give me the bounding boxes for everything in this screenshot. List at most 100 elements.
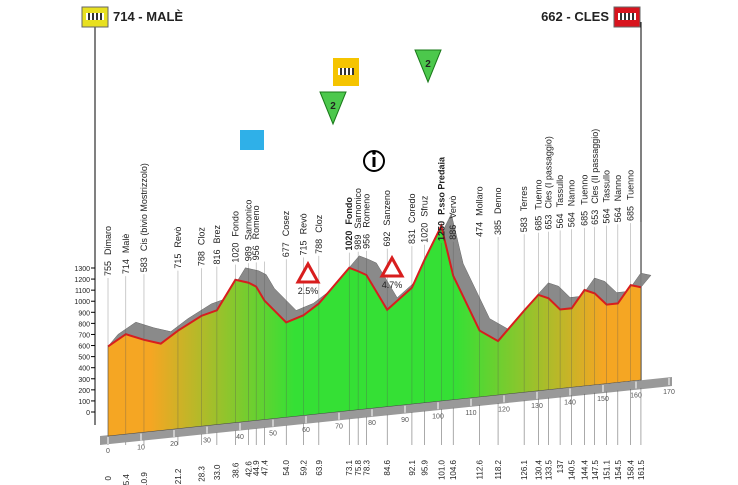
gpm-category: 2 <box>330 101 336 112</box>
sprint-sign <box>240 130 264 150</box>
waypoint-alt: 385 <box>493 220 503 235</box>
waypoint-km: 130.4 <box>534 459 543 480</box>
waypoint-alt: 653 <box>544 215 554 230</box>
waypoint-alt: 831 <box>407 229 417 244</box>
waypoint-alt: 583 <box>139 257 149 272</box>
waypoint-km: 144.4 <box>581 459 590 480</box>
x-tick-label: 170 <box>663 389 675 396</box>
waypoint-name: Cloz <box>314 214 324 233</box>
waypoint-km: 21.2 <box>174 468 183 484</box>
waypoint-label: 385 Denno <box>493 187 503 235</box>
waypoint-km: 59.2 <box>299 459 308 475</box>
waypoint-name: Cles (I passaggio) <box>544 136 554 209</box>
waypoint-name: Mollaro <box>475 186 485 216</box>
waypoint-alt: 1020 <box>344 231 354 251</box>
waypoint-alt: 886 <box>448 225 458 240</box>
waypoint-alt: 564 <box>613 207 623 222</box>
waypoint-name: Romeno <box>251 205 261 239</box>
waypoint-km: 10.9 <box>140 472 149 485</box>
start-flag-stripes <box>86 13 104 20</box>
x-tick-label: 100 <box>432 413 444 420</box>
waypoint-name: Denno <box>493 187 503 214</box>
waypoint-label: 564 Nanno <box>567 180 577 228</box>
gpm-category: 2 <box>425 59 431 70</box>
waypoint-label: 1250 P.sso Predaia <box>436 156 446 241</box>
waypoint-km: 84.6 <box>383 459 392 475</box>
waypoint-label: 886 Vervò <box>448 196 458 240</box>
waypoint-alt: 677 <box>281 242 291 257</box>
waypoint-name: Tuenno <box>533 180 543 210</box>
waypoint-alt: 989 <box>244 246 254 261</box>
waypoint-label: 583 Terres <box>519 186 529 233</box>
waypoint-name: Tuenno <box>626 170 636 200</box>
waypoint-label: 685 Tuenno <box>533 180 543 231</box>
waypoint-label: 653 Cles (II passaggio) <box>590 129 600 225</box>
waypoint-name: P.sso Predaia <box>436 156 446 215</box>
waypoint-km: 78.3 <box>362 459 371 475</box>
waypoint-alt: 474 <box>475 222 485 237</box>
waypoint-label: 1020 Fondo <box>230 211 240 263</box>
x-tick-label: 0 <box>106 448 110 455</box>
waypoint-label: 677 Cosez <box>281 210 291 257</box>
x-tick-label: 140 <box>564 399 576 406</box>
waypoint-km: 133.5 <box>545 459 554 480</box>
waypoint-name: Tassullo <box>602 170 612 203</box>
y-tick-label: 800 <box>78 321 90 328</box>
waypoint-label: 788 Cloz <box>196 227 206 267</box>
waypoint-alt: 755 <box>103 261 113 276</box>
finish-label: 662 - CLES <box>541 9 609 24</box>
waypoint-km: 5.4 <box>122 474 131 485</box>
waypoint-name: Malè <box>121 234 131 254</box>
x-tick-label: 150 <box>597 396 609 403</box>
waypoint-name: Tuenno <box>580 175 590 205</box>
waypoint-label: 653 Cles (I passaggio) <box>544 136 554 230</box>
bonus-sign-stripes <box>338 68 354 75</box>
waypoint-km: 126.1 <box>520 459 529 480</box>
waypoint-alt: 989 <box>353 235 363 250</box>
waypoint-km: 151.1 <box>603 459 612 480</box>
y-tick-label: 900 <box>78 310 90 317</box>
waypoint-name: Cis (bivio Mostrizzolo) <box>139 163 149 251</box>
y-tick-label: 1100 <box>75 288 90 295</box>
waypoint-name: Cles (II passaggio) <box>590 129 600 204</box>
waypoint-km: 28.3 <box>197 466 206 482</box>
y-tick-label: 600 <box>78 344 90 351</box>
waypoint-alt: 956 <box>361 234 371 249</box>
waypoint-alt: 816 <box>212 250 222 265</box>
x-tick-label: 70 <box>335 424 343 431</box>
waypoint-alt: 1250 <box>436 221 446 241</box>
waypoint-label: 755 Dimaro <box>103 226 113 276</box>
gpm-sign <box>319 91 347 126</box>
waypoint-km: 42.6 <box>245 461 254 477</box>
y-tick-label: 0 <box>86 410 90 417</box>
waypoint-name: Romeno <box>361 194 371 228</box>
x-tick-label: 80 <box>368 420 376 427</box>
waypoint-km: 38.6 <box>231 462 240 478</box>
waypoint-km: 161.5 <box>637 459 646 480</box>
waypoint-km: 118.2 <box>494 459 503 479</box>
y-tick-label: 1200 <box>74 277 90 284</box>
x-tick-label: 50 <box>269 431 277 438</box>
y-tick-label: 100 <box>78 399 90 406</box>
waypoint-alt: 715 <box>298 240 308 255</box>
waypoint-name: Nanno <box>613 175 623 202</box>
waypoint-name: Fondo <box>344 197 354 225</box>
waypoint-km: 95.9 <box>420 459 429 475</box>
y-tick-label: 1000 <box>74 299 90 306</box>
waypoint-label: 685 Tuenno <box>626 170 636 221</box>
waypoint-name: Sarnonico <box>353 188 363 229</box>
waypoint-name: Fondo <box>230 211 240 237</box>
waypoint-label: 564 Tassullo <box>602 170 612 224</box>
gpm-sign <box>414 49 442 84</box>
waypoint-km: 158.4 <box>627 459 636 480</box>
profile-area <box>107 225 642 437</box>
waypoint-alt: 1020 <box>419 223 429 243</box>
waypoint-km: 33.0 <box>213 464 222 480</box>
waypoint-name: Sfruz <box>419 195 429 217</box>
y-tick-label: 300 <box>78 377 90 384</box>
waypoint-label: 816 Brez <box>212 225 222 265</box>
waypoint-name: Cloz <box>196 227 206 246</box>
waypoint-label: 692 Sanzeno <box>382 190 392 247</box>
waypoint-label: 831 Coredo <box>407 193 417 244</box>
waypoint-km: 147.5 <box>591 459 600 480</box>
